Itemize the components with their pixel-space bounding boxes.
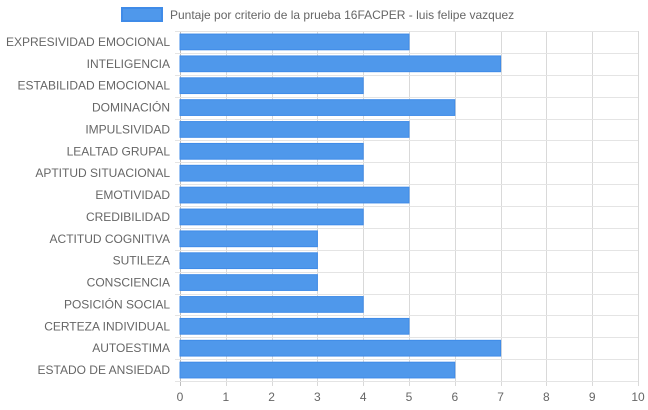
category-label: POSICIÓN SOCIAL [64,296,170,311]
bar-posicion-social[interactable] [179,296,364,313]
x-tick-labels: 0 1 2 3 4 5 6 7 8 9 10 [177,390,645,404]
bar-autoestima[interactable] [179,339,502,357]
x-tick-label: 9 [589,390,596,404]
x-tick-label: 0 [177,390,184,404]
bars [179,33,502,379]
x-tick-label: 6 [451,390,458,404]
bar-sutileza[interactable] [179,252,318,270]
grid [175,31,639,386]
legend-label: Puntaje por criterio de la prueba 16FACP… [170,8,514,22]
bar-impulsividad[interactable] [179,121,410,138]
bar-actitud-cognitiva[interactable] [179,230,318,248]
category-label: ACTITUD COGNITIVA [50,232,170,246]
category-label: CONSCIENCIA [87,276,170,290]
category-label: CERTEZA INDIVIDUAL [44,319,170,333]
x-tick-label: 10 [631,390,645,404]
bar-lealtad-grupal[interactable] [179,142,364,160]
x-tick-label: 1 [222,390,229,404]
bar-certeza-individual[interactable] [179,317,410,335]
bar-expresividad-emocional[interactable] [179,33,410,51]
category-labels: EXPRESIVIDAD EMOCIONAL INTELIGENCIA ESTABI… [6,35,170,377]
bar-dominacion[interactable] [179,99,456,116]
category-label: ESTABILIDAD EMOCIONAL [18,79,171,93]
category-label: EMOTIVIDAD [95,188,170,202]
x-tick-label: 3 [314,390,321,404]
legend-swatch [121,7,163,22]
category-label: DOMINACIÓN [92,100,170,115]
category-label: IMPULSIVIDAD [85,122,170,136]
x-tick-label: 4 [360,390,367,404]
x-tick-label: 2 [268,390,275,404]
category-label: INTELIGENCIA [87,57,170,71]
category-label: ESTADO DE ANSIEDAD [38,363,171,377]
category-label: EXPRESIVIDAD EMOCIONAL [6,35,170,49]
bar-inteligencia[interactable] [179,55,502,73]
legend[interactable]: Puntaje por criterio de la prueba 16FACP… [121,7,514,22]
category-label: CREDIBILIDAD [86,210,170,224]
x-tick-label: 8 [543,390,550,404]
bar-estabilidad-emocional[interactable] [179,77,364,95]
category-label: APTITUD SITUACIONAL [35,166,170,180]
x-tick-label: 5 [406,390,413,404]
x-tick-label: 7 [497,390,504,404]
category-label: SUTILEZA [113,254,170,268]
category-label: LEALTAD GRUPAL [67,144,171,158]
bar-estado-de-ansiedad[interactable] [179,361,456,379]
bar-consciencia[interactable] [179,274,318,291]
bar-credibilidad[interactable] [179,208,364,226]
bar-aptitud-situacional[interactable] [179,164,364,182]
bar-emotividad[interactable] [179,186,410,204]
category-label: AUTOESTIMA [92,341,170,355]
